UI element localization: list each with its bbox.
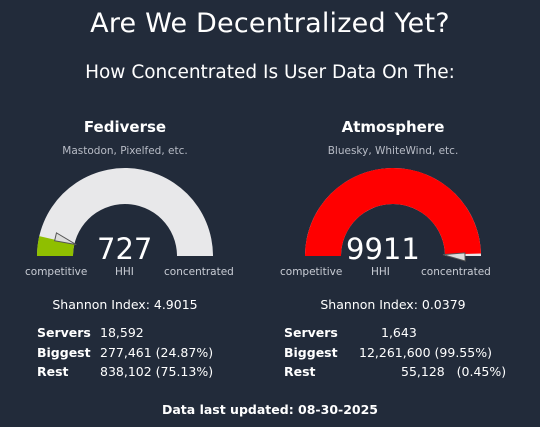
atmosphere-min-label: competitive	[280, 266, 343, 278]
atmosphere-shannon-index: Shannon Index: 0.0379	[320, 297, 466, 312]
atmosphere-hhi-value: 9911	[346, 232, 420, 266]
page-title: Are We Decentralized Yet?	[90, 8, 450, 39]
stat-value: 838,102 (75.13%)	[100, 364, 214, 379]
gauge-fill	[305, 167, 481, 256]
atmosphere-examples: Bluesky, WhiteWind, etc.	[327, 145, 459, 157]
fediverse-hhi-value: 727	[97, 232, 153, 266]
fediverse-shannon-index: Shannon Index: 4.9015	[52, 297, 198, 312]
atmosphere-panel: Atmosphere Bluesky, WhiteWind, etc. 9911…	[268, 116, 518, 396]
stat-label: Biggest	[284, 344, 338, 360]
fediverse-hhi-label: HHI	[115, 266, 134, 278]
fediverse-examples: Mastodon, Pixelfed, etc.	[62, 145, 188, 157]
last-updated: Data last updated: 08-30-2025	[162, 402, 378, 417]
atmosphere-max-label: concentrated	[421, 266, 491, 278]
stat-value: 55,128 (0.45%)	[401, 364, 507, 379]
fediverse-title: Fediverse	[83, 118, 167, 136]
stat-row: Servers 1,643	[284, 323, 506, 343]
gauge-needle	[54, 232, 77, 246]
stat-value: 18,592	[100, 325, 144, 340]
fediverse-stats: Servers 18,592 Biggest 277,461 (24.87%) Re…	[37, 323, 213, 382]
stat-row: Servers 18,592	[37, 323, 213, 343]
gauge-fill	[37, 236, 75, 256]
stat-label: Rest	[37, 364, 69, 379]
stat-label: Servers	[284, 325, 338, 340]
gauge-needle	[442, 252, 466, 262]
stat-row: Biggest 12,261,600 (99.55%)	[284, 343, 506, 363]
fediverse-min-label: competitive	[25, 266, 88, 278]
page-subtitle: How Concentrated Is User Data On The:	[85, 62, 455, 83]
stat-value: 277,461 (24.87%)	[100, 344, 214, 360]
gauge-track	[37, 168, 213, 256]
stat-label: Rest	[284, 364, 316, 379]
stat-row: Biggest 277,461 (24.87%)	[37, 343, 213, 363]
stat-value: 12,261,600 (99.55%)	[359, 344, 492, 360]
fediverse-hhi-gauge	[37, 168, 213, 256]
atmosphere-hhi-label: HHI	[371, 266, 390, 278]
stat-row: Rest 838,102 (75.13%)	[37, 362, 213, 382]
stat-row: Rest 55,128 (0.45%)	[284, 362, 506, 382]
atmosphere-title: Atmosphere	[341, 118, 445, 136]
fediverse-max-label: concentrated	[164, 266, 234, 278]
stat-label: Biggest	[37, 344, 91, 360]
atmosphere-stats: Servers 1,643 Biggest 12,261,600 (99.55%) …	[284, 323, 506, 382]
stat-label: Servers	[37, 325, 91, 340]
stat-value: 1,643	[381, 325, 417, 340]
fediverse-panel: Fediverse Mastodon, Pixelfed, etc. 727 H…	[0, 116, 250, 396]
atmosphere-hhi-gauge	[305, 167, 481, 262]
